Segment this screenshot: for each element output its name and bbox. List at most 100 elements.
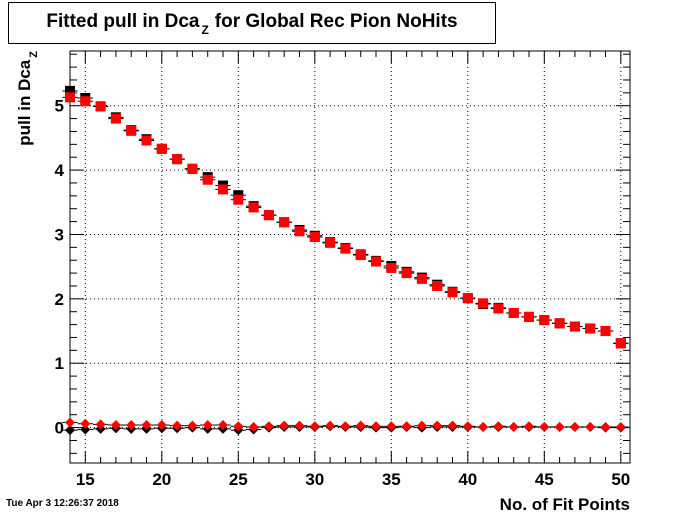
data-point-square <box>263 210 274 221</box>
data-point-diamond <box>110 420 121 431</box>
x-tick-label: 35 <box>382 470 401 489</box>
data-point-square <box>524 311 535 322</box>
data-point-diamond <box>80 424 91 435</box>
data-point-square <box>202 174 213 185</box>
data-point-diamond <box>65 425 75 436</box>
timestamp: Tue Apr 3 12:26:37 2018 <box>6 498 119 509</box>
data-point-diamond <box>263 421 274 432</box>
data-point-square <box>585 323 596 334</box>
axis-ticks <box>69 51 630 463</box>
data-point-square <box>156 143 167 154</box>
grid-layer <box>70 51 630 463</box>
data-markers <box>62 85 629 436</box>
data-point-square <box>371 256 382 267</box>
data-point-square <box>401 268 412 279</box>
data-point-diamond <box>600 421 611 432</box>
data-point-square <box>325 237 336 248</box>
data-point-square <box>600 326 611 337</box>
data-point-square <box>478 298 489 309</box>
data-point-square <box>294 226 305 237</box>
data-point-square <box>416 273 427 284</box>
data-point-square <box>447 287 458 298</box>
data-point-diamond <box>416 420 427 431</box>
data-point-square <box>187 163 198 174</box>
data-point-square <box>355 250 366 261</box>
data-point-square <box>554 318 565 329</box>
data-point-square <box>80 96 91 107</box>
data-point-diamond <box>141 420 152 431</box>
y-tick-label: 4 <box>55 161 65 180</box>
data-point-square <box>65 85 75 96</box>
data-point-diamond <box>585 421 596 432</box>
data-point-diamond <box>401 421 412 432</box>
data-point-diamond <box>554 421 565 432</box>
y-tick-label: 3 <box>55 225 64 244</box>
data-point-square <box>493 303 504 314</box>
data-point-diamond <box>569 421 580 432</box>
data-point-diamond <box>355 420 366 431</box>
x-tick-label: 30 <box>305 470 324 489</box>
data-point-square <box>309 232 320 243</box>
data-point-square <box>65 92 75 103</box>
data-point-square <box>110 113 121 124</box>
data-point-square <box>126 125 137 136</box>
x-axis-title: No. of Fit Points <box>500 495 630 514</box>
x-tick-label: 20 <box>152 470 171 489</box>
data-point-diamond <box>478 421 489 432</box>
data-point-square <box>233 194 244 205</box>
data-point-square <box>248 202 259 213</box>
data-point-diamond <box>233 421 244 432</box>
data-point-square <box>569 321 580 332</box>
data-point-square <box>218 184 229 195</box>
data-point-square <box>462 293 473 304</box>
data-point-square <box>340 243 351 254</box>
data-point-square <box>539 315 550 326</box>
chart-title-subscript: Z <box>201 23 209 37</box>
data-point-diamond <box>309 421 320 432</box>
data-point-diamond <box>65 417 75 428</box>
plot-frame <box>69 50 631 464</box>
data-point-square <box>279 217 290 228</box>
y-axis-title-subscript: Z <box>28 51 40 58</box>
data-point-diamond <box>156 420 167 431</box>
data-point-diamond <box>447 420 458 431</box>
data-point-diamond <box>432 420 443 431</box>
data-point-square <box>615 338 626 349</box>
data-point-diamond <box>95 419 106 430</box>
x-tick-label: 40 <box>458 470 477 489</box>
chart-title-main: Fitted pull in Dca <box>46 11 200 32</box>
data-point-diamond <box>386 421 397 432</box>
data-point-diamond <box>187 420 198 431</box>
y-tick-label: 2 <box>55 290 64 309</box>
data-point-diamond <box>279 420 290 431</box>
data-point-diamond <box>340 421 351 432</box>
data-point-diamond <box>325 420 336 431</box>
data-point-diamond <box>371 421 382 432</box>
data-point-square <box>95 101 106 112</box>
data-point-diamond <box>202 420 213 431</box>
data-point-diamond <box>218 420 229 431</box>
data-point-diamond <box>248 421 259 432</box>
data-point-diamond <box>508 421 519 432</box>
data-point-diamond <box>539 421 550 432</box>
data-point-diamond <box>126 420 137 431</box>
x-tick-label: 50 <box>611 470 630 489</box>
chart-title-suffix: for Global Rec Pion NoHits <box>214 11 458 32</box>
data-point-square <box>508 308 519 319</box>
data-point-diamond <box>493 421 504 432</box>
y-tick-label: 1 <box>55 354 64 373</box>
data-point-square <box>172 154 183 165</box>
plot-border <box>69 50 631 464</box>
data-point-diamond <box>172 420 183 431</box>
data-point-diamond <box>615 421 626 432</box>
x-tick-label: 15 <box>76 470 95 489</box>
y-tick-label: 5 <box>55 97 64 116</box>
data-point-diamond <box>80 418 91 429</box>
y-tick-label: 0 <box>55 419 64 438</box>
data-point-square <box>141 135 152 146</box>
x-tick-label: 45 <box>535 470 554 489</box>
